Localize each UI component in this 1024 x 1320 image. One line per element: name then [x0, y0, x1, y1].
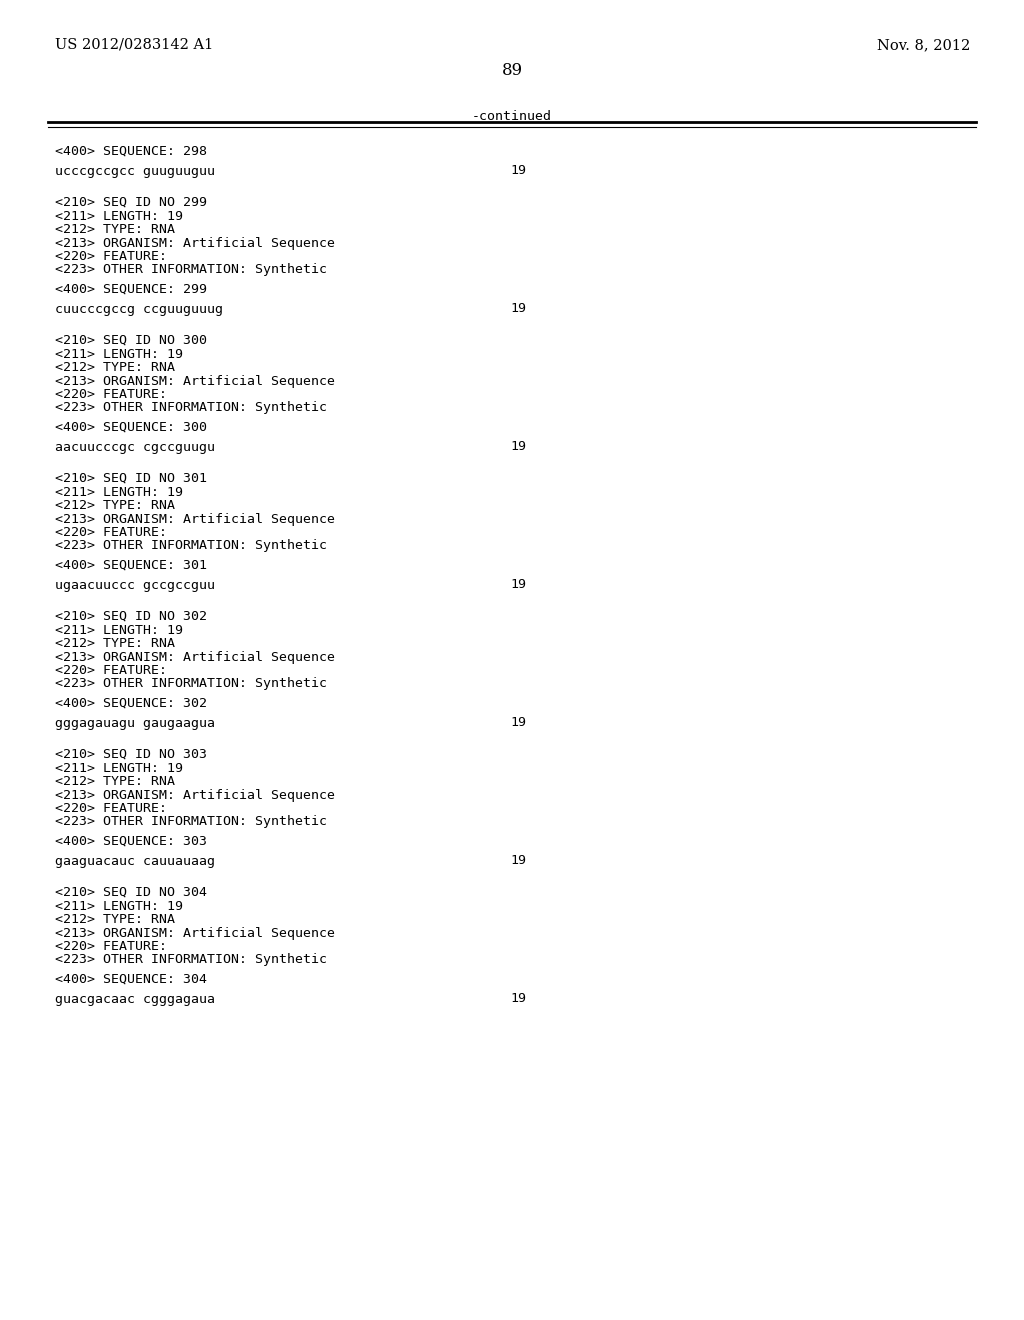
Text: <223> OTHER INFORMATION: Synthetic: <223> OTHER INFORMATION: Synthetic	[55, 677, 327, 690]
Text: <212> TYPE: RNA: <212> TYPE: RNA	[55, 223, 175, 236]
Text: <400> SEQUENCE: 302: <400> SEQUENCE: 302	[55, 697, 207, 710]
Text: <210> SEQ ID NO 300: <210> SEQ ID NO 300	[55, 334, 207, 347]
Text: <212> TYPE: RNA: <212> TYPE: RNA	[55, 360, 175, 374]
Text: <213> ORGANISM: Artificial Sequence: <213> ORGANISM: Artificial Sequence	[55, 512, 335, 525]
Text: Nov. 8, 2012: Nov. 8, 2012	[877, 38, 970, 51]
Text: ucccgccgcc guuguuguu: ucccgccgcc guuguuguu	[55, 165, 215, 177]
Text: <220> FEATURE:: <220> FEATURE:	[55, 940, 167, 953]
Text: <220> FEATURE:: <220> FEATURE:	[55, 388, 167, 401]
Text: cuucccgccg ccguuguuug: cuucccgccg ccguuguuug	[55, 302, 223, 315]
Text: gggagauagu gaugaagua: gggagauagu gaugaagua	[55, 717, 215, 730]
Text: <213> ORGANISM: Artificial Sequence: <213> ORGANISM: Artificial Sequence	[55, 788, 335, 801]
Text: <220> FEATURE:: <220> FEATURE:	[55, 803, 167, 814]
Text: <211> LENGTH: 19: <211> LENGTH: 19	[55, 347, 183, 360]
Text: <210> SEQ ID NO 303: <210> SEQ ID NO 303	[55, 748, 207, 762]
Text: gaaguacauc cauuauaag: gaaguacauc cauuauaag	[55, 854, 215, 867]
Text: <211> LENGTH: 19: <211> LENGTH: 19	[55, 899, 183, 912]
Text: <400> SEQUENCE: 299: <400> SEQUENCE: 299	[55, 282, 207, 296]
Text: <210> SEQ ID NO 299: <210> SEQ ID NO 299	[55, 195, 207, 209]
Text: <211> LENGTH: 19: <211> LENGTH: 19	[55, 762, 183, 775]
Text: <400> SEQUENCE: 300: <400> SEQUENCE: 300	[55, 421, 207, 434]
Text: <213> ORGANISM: Artificial Sequence: <213> ORGANISM: Artificial Sequence	[55, 236, 335, 249]
Text: <212> TYPE: RNA: <212> TYPE: RNA	[55, 638, 175, 649]
Text: 19: 19	[510, 717, 526, 730]
Text: 19: 19	[510, 302, 526, 315]
Text: <212> TYPE: RNA: <212> TYPE: RNA	[55, 913, 175, 927]
Text: <223> OTHER INFORMATION: Synthetic: <223> OTHER INFORMATION: Synthetic	[55, 401, 327, 414]
Text: <400> SEQUENCE: 301: <400> SEQUENCE: 301	[55, 558, 207, 572]
Text: 19: 19	[510, 854, 526, 867]
Text: 19: 19	[510, 165, 526, 177]
Text: 19: 19	[510, 993, 526, 1006]
Text: 89: 89	[502, 62, 522, 79]
Text: <223> OTHER INFORMATION: Synthetic: <223> OTHER INFORMATION: Synthetic	[55, 816, 327, 829]
Text: <213> ORGANISM: Artificial Sequence: <213> ORGANISM: Artificial Sequence	[55, 927, 335, 940]
Text: ugaacuuccc gccgccguu: ugaacuuccc gccgccguu	[55, 578, 215, 591]
Text: <400> SEQUENCE: 304: <400> SEQUENCE: 304	[55, 973, 207, 986]
Text: <210> SEQ ID NO 301: <210> SEQ ID NO 301	[55, 473, 207, 484]
Text: 19: 19	[510, 441, 526, 454]
Text: <220> FEATURE:: <220> FEATURE:	[55, 249, 167, 263]
Text: <213> ORGANISM: Artificial Sequence: <213> ORGANISM: Artificial Sequence	[55, 651, 335, 664]
Text: <211> LENGTH: 19: <211> LENGTH: 19	[55, 623, 183, 636]
Text: <400> SEQUENCE: 303: <400> SEQUENCE: 303	[55, 836, 207, 847]
Text: <400> SEQUENCE: 298: <400> SEQUENCE: 298	[55, 145, 207, 158]
Text: <220> FEATURE:: <220> FEATURE:	[55, 525, 167, 539]
Text: <213> ORGANISM: Artificial Sequence: <213> ORGANISM: Artificial Sequence	[55, 375, 335, 388]
Text: -continued: -continued	[472, 110, 552, 123]
Text: 19: 19	[510, 578, 526, 591]
Text: <223> OTHER INFORMATION: Synthetic: <223> OTHER INFORMATION: Synthetic	[55, 264, 327, 276]
Text: <212> TYPE: RNA: <212> TYPE: RNA	[55, 775, 175, 788]
Text: <212> TYPE: RNA: <212> TYPE: RNA	[55, 499, 175, 512]
Text: US 2012/0283142 A1: US 2012/0283142 A1	[55, 38, 213, 51]
Text: <223> OTHER INFORMATION: Synthetic: <223> OTHER INFORMATION: Synthetic	[55, 540, 327, 553]
Text: <210> SEQ ID NO 304: <210> SEQ ID NO 304	[55, 886, 207, 899]
Text: <210> SEQ ID NO 302: <210> SEQ ID NO 302	[55, 610, 207, 623]
Text: <220> FEATURE:: <220> FEATURE:	[55, 664, 167, 677]
Text: <223> OTHER INFORMATION: Synthetic: <223> OTHER INFORMATION: Synthetic	[55, 953, 327, 966]
Text: aacuucccgc cgccguugu: aacuucccgc cgccguugu	[55, 441, 215, 454]
Text: <211> LENGTH: 19: <211> LENGTH: 19	[55, 210, 183, 223]
Text: guacgacaac cgggagaua: guacgacaac cgggagaua	[55, 993, 215, 1006]
Text: <211> LENGTH: 19: <211> LENGTH: 19	[55, 486, 183, 499]
